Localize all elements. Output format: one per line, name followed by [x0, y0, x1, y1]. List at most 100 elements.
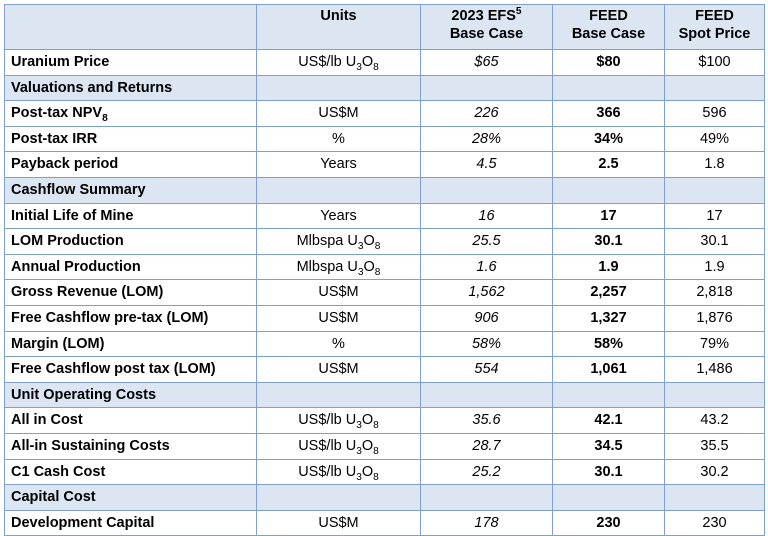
section-title: Cashflow Summary	[4, 176, 257, 204]
section-empty-cell	[256, 176, 421, 204]
units-cell: Years	[256, 151, 421, 178]
feed-spot-price-cell: 596	[664, 100, 765, 127]
units-cell: Years	[256, 202, 421, 230]
table-row-all-in-cost: All in Cost US$/lb U3O8 35.6 42.1 43.2	[4, 407, 765, 434]
feed-base-case-cell: 58%	[552, 330, 665, 358]
row-label: Free Cashflow pre-tax (LOM)	[4, 304, 257, 332]
section-empty-cell	[256, 381, 421, 409]
units-cell: %	[256, 330, 421, 358]
efs-base-case-cell: 28%	[420, 125, 553, 153]
units-cell: US$M	[256, 304, 421, 332]
table-row-c1-cash-cost: C1 Cash Cost US$/lb U3O8 25.2 30.1 30.2	[4, 458, 765, 486]
table-row-margin-lom: Margin (LOM)% 58% 58% 79%	[4, 330, 765, 358]
feed-spot-price-cell: 230	[664, 509, 765, 536]
row-label: Uranium Price	[4, 49, 257, 76]
feed-base-case-cell: 34%	[552, 125, 665, 153]
efs-base-case-cell: 4.5	[420, 151, 553, 178]
feed-spot-price-cell: 1,486	[664, 356, 765, 383]
efs-base-case-cell: 1.6	[420, 253, 553, 281]
feed-spot-price-cell: 17	[664, 202, 765, 230]
section-title: Capital Cost	[4, 484, 257, 511]
row-label: All-in Sustaining Costs	[4, 432, 257, 460]
efs-base-case-cell: 554	[420, 356, 553, 383]
units-cell: Mlbspa U3O8	[256, 228, 421, 255]
table-row-gross-revenue-lom: Gross Revenue (LOM) US$M 1,562 2,257 2,818	[4, 279, 765, 306]
table-row-free-cashflow-pre-tax-lom: Free Cashflow pre-tax (LOM) US$M 906 1,327 1…	[4, 304, 765, 332]
section-row-capital-cost: Capital Cost	[4, 484, 765, 511]
row-label: Gross Revenue (LOM)	[4, 279, 257, 306]
efs-base-case-cell: 58%	[420, 330, 553, 358]
row-label: C1 Cash Cost	[4, 458, 257, 486]
section-title: Unit Operating Costs	[4, 381, 257, 409]
row-label: Margin (LOM)	[4, 330, 257, 358]
row-label: Annual Production	[4, 253, 257, 281]
table-row-initial-life-of-mine: Initial Life of Mine Years 16 17 17	[4, 202, 765, 230]
table-row-payback-period: Payback period Years 4.5 2.5 1.8	[4, 151, 765, 178]
units-cell: Mlbspa U3O8	[256, 253, 421, 281]
row-label: LOM Production	[4, 228, 257, 255]
section-empty-cell	[664, 484, 765, 511]
header-efs-base-case: 2023 EFS5 Base Case	[420, 4, 553, 50]
table-row-all-in-sustaining-costs: All-in Sustaining Costs US$/lb U3O8 28.7 34…	[4, 432, 765, 460]
feed-spot-price-cell: 43.2	[664, 407, 765, 434]
units-cell: US$/lb U3O8	[256, 458, 421, 486]
header-feed-spot-price: FEED Spot Price	[664, 4, 765, 50]
feed-base-case-cell: 1,327	[552, 304, 665, 332]
financial-summary-table: Units 2023 EFS5 Base Case FEED Base Case…	[4, 4, 765, 536]
row-label: Free Cashflow post tax (LOM)	[4, 356, 257, 383]
efs-base-case-cell: 178	[420, 509, 553, 536]
table-row-post-tax-npv8: Post-tax NPV8 US$M 226 366 596	[4, 100, 765, 127]
section-empty-cell	[664, 176, 765, 204]
feed-spot-price-cell: 79%	[664, 330, 765, 358]
header-units: Units	[256, 4, 421, 50]
efs-base-case-cell: 35.6	[420, 407, 553, 434]
feed-base-case-cell: 366	[552, 100, 665, 127]
feed-spot-price-cell: 30.1	[664, 228, 765, 255]
feed-base-case-cell: 2,257	[552, 279, 665, 306]
feed-base-case-cell: 30.1	[552, 228, 665, 255]
section-empty-cell	[664, 381, 765, 409]
section-empty-cell	[552, 484, 665, 511]
feed-base-case-cell: 1,061	[552, 356, 665, 383]
feed-base-case-cell: 30.1	[552, 458, 665, 486]
table-row-annual-production: Annual Production Mlbspa U3O8 1.6 1.9 1.9	[4, 253, 765, 281]
feed-spot-price-cell: 1,876	[664, 304, 765, 332]
section-empty-cell	[256, 74, 421, 102]
section-row-cashflow-summary: Cashflow Summary	[4, 176, 765, 204]
row-label: Post-tax IRR	[4, 125, 257, 153]
feed-base-case-cell: 230	[552, 509, 665, 536]
feed-base-case-cell: 34.5	[552, 432, 665, 460]
row-label: Post-tax NPV8	[4, 100, 257, 127]
section-empty-cell	[664, 74, 765, 102]
efs-base-case-cell: $65	[420, 49, 553, 76]
header-blank	[4, 4, 257, 50]
section-title: Valuations and Returns	[4, 74, 257, 102]
section-empty-cell	[256, 484, 421, 511]
table-row-lom-production: LOM Production Mlbspa U3O8 25.5 30.1 30.1	[4, 228, 765, 255]
header-row: Units 2023 EFS5 Base Case FEED Base Case…	[4, 4, 765, 50]
feed-base-case-cell: 2.5	[552, 151, 665, 178]
section-empty-cell	[420, 176, 553, 204]
section-row-unit-operating-costs: Unit Operating Costs	[4, 381, 765, 409]
feed-base-case-cell: 42.1	[552, 407, 665, 434]
section-empty-cell	[552, 176, 665, 204]
feed-spot-price-cell: $100	[664, 49, 765, 76]
row-label: Payback period	[4, 151, 257, 178]
feed-spot-price-cell: 1.8	[664, 151, 765, 178]
section-empty-cell	[552, 381, 665, 409]
efs-base-case-cell: 25.5	[420, 228, 553, 255]
feed-spot-price-cell: 30.2	[664, 458, 765, 486]
efs-base-case-cell: 1,562	[420, 279, 553, 306]
efs-base-case-cell: 25.2	[420, 458, 553, 486]
feed-base-case-cell: 17	[552, 202, 665, 230]
section-row-valuations-and-returns: Valuations and Returns	[4, 74, 765, 102]
units-cell: US$/lb U3O8	[256, 407, 421, 434]
efs-base-case-cell: 16	[420, 202, 553, 230]
feed-spot-price-cell: 35.5	[664, 432, 765, 460]
feed-spot-price-cell: 49%	[664, 125, 765, 153]
table-row-development-capital: Development Capital US$M 178 230 230	[4, 509, 765, 536]
feed-spot-price-cell: 2,818	[664, 279, 765, 306]
table-row-uranium-price: Uranium Price US$/lb U3O8 $65 $80 $100	[4, 49, 765, 76]
section-empty-cell	[552, 74, 665, 102]
units-cell: US$M	[256, 279, 421, 306]
